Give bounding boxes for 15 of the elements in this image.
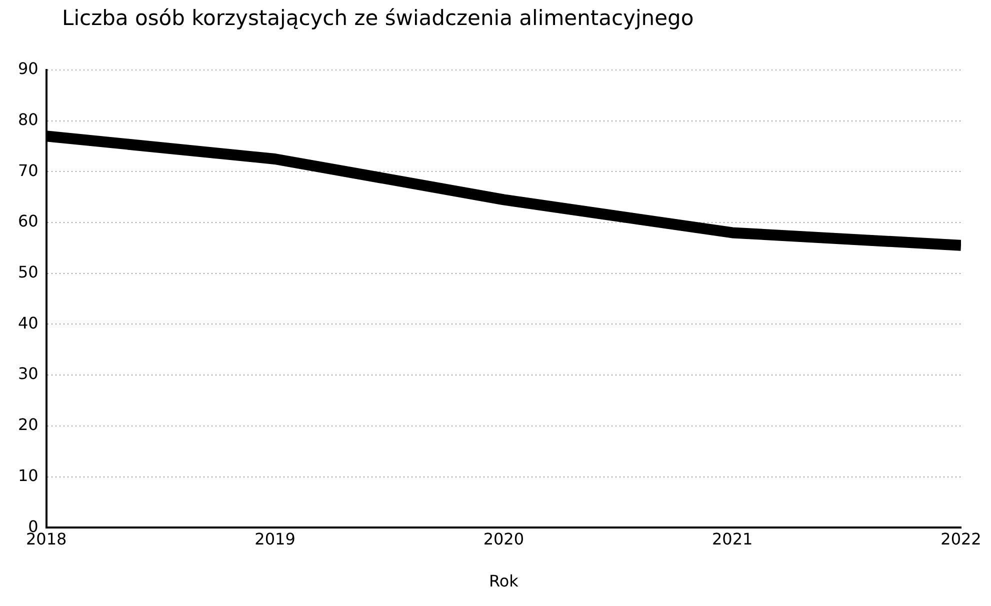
y-tick-label: 90 xyxy=(18,59,38,78)
y-tick-label: 20 xyxy=(18,415,38,434)
x-axis-title: Rok xyxy=(488,572,520,591)
x-tick-label: 2022 xyxy=(940,529,982,548)
y-tick-label: 80 xyxy=(18,110,38,129)
y-tick-label: 60 xyxy=(18,212,38,231)
y-tick-label: 40 xyxy=(18,313,38,332)
x-tick-label: 2020 xyxy=(483,529,524,548)
y-tick-label: 50 xyxy=(18,262,38,282)
x-tick-label: 2019 xyxy=(254,529,296,548)
x-tick-label: 2021 xyxy=(712,529,753,548)
y-tick-label: 70 xyxy=(18,160,38,180)
chart-title: Liczba osób korzystających ze świadczenia alimentacyjnego xyxy=(62,6,694,30)
y-tick-label: 10 xyxy=(18,466,38,485)
y-tick-label: 30 xyxy=(18,364,38,384)
